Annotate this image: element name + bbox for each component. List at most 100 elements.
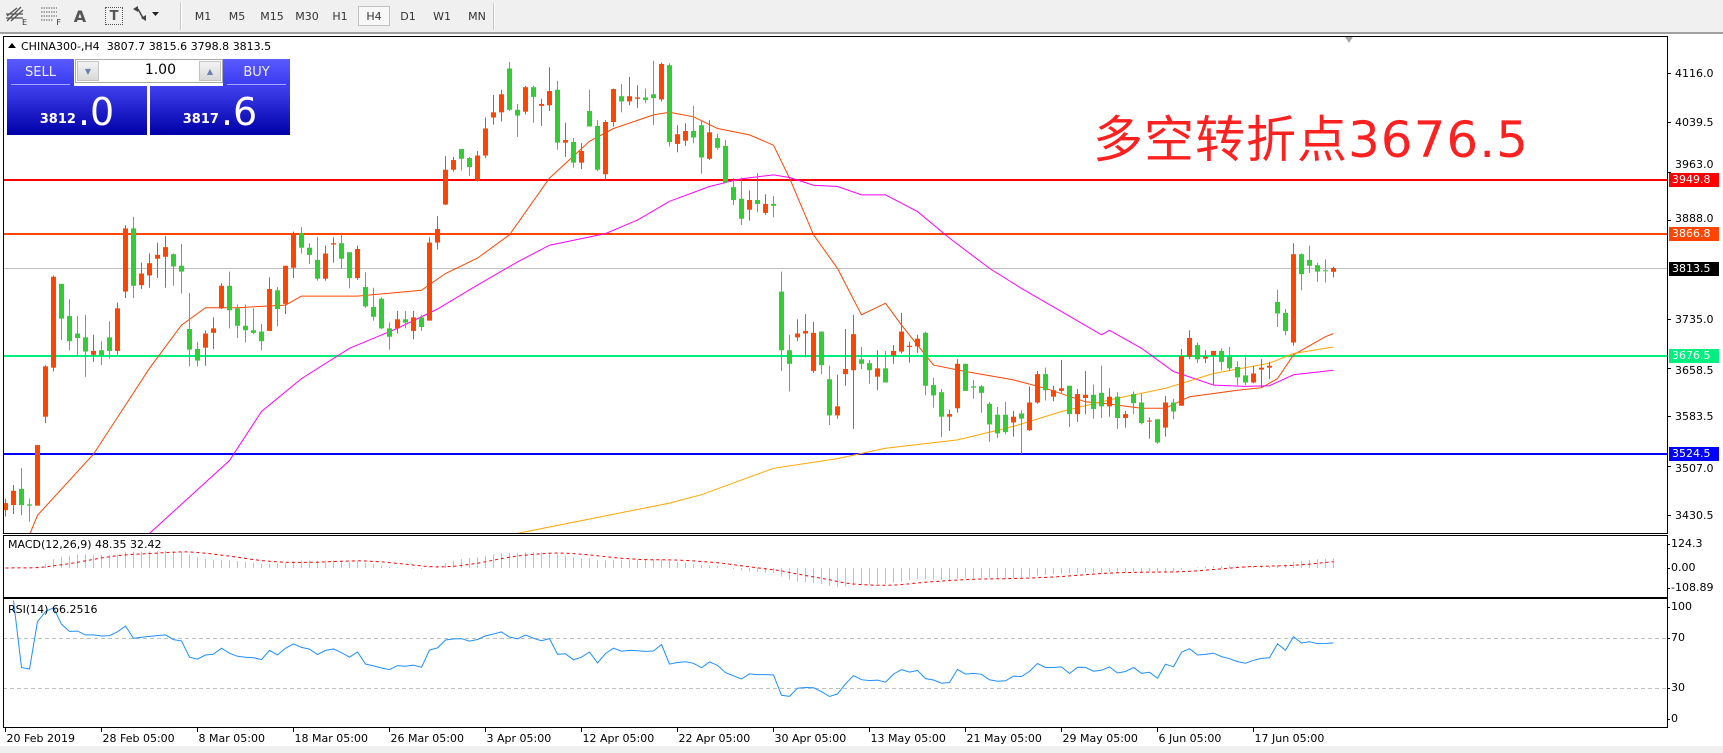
candle-body bbox=[1259, 367, 1264, 370]
macd-label: MACD(12,26,9) 48.35 32.42 bbox=[8, 538, 162, 551]
candle-body bbox=[619, 96, 624, 102]
candle bbox=[475, 151, 480, 182]
low-value: 3798.8 bbox=[190, 40, 230, 53]
candle-body bbox=[171, 254, 176, 267]
candle-body bbox=[11, 490, 16, 506]
candle-body bbox=[131, 228, 136, 286]
candle-body bbox=[387, 328, 392, 337]
candle bbox=[131, 216, 136, 299]
timeframe-mn[interactable]: MN bbox=[468, 9, 486, 23]
candle bbox=[59, 283, 64, 340]
candle-body bbox=[1027, 402, 1032, 431]
candle-body bbox=[523, 87, 528, 112]
candle-body bbox=[939, 392, 944, 417]
candle bbox=[1299, 253, 1304, 291]
candle bbox=[283, 265, 288, 315]
candle bbox=[715, 133, 720, 150]
candle bbox=[75, 316, 80, 357]
candle bbox=[683, 123, 688, 146]
candle-body bbox=[275, 290, 280, 309]
macd-title: MACD(12,26,9) bbox=[8, 538, 92, 551]
candle-body bbox=[947, 414, 952, 417]
candle-body bbox=[75, 333, 80, 339]
timeframe-h1[interactable]: H1 bbox=[332, 9, 348, 23]
candle-body bbox=[259, 331, 264, 342]
candle bbox=[571, 138, 576, 168]
candle-body bbox=[299, 232, 304, 248]
candle-body bbox=[915, 338, 920, 347]
candle-body bbox=[1123, 414, 1128, 418]
chart-shift-marker[interactable] bbox=[1345, 37, 1353, 43]
lot-increase-button[interactable]: ▲ bbox=[199, 61, 221, 81]
sell-button[interactable]: SELL bbox=[7, 59, 74, 86]
candle-body bbox=[91, 350, 96, 355]
candle bbox=[275, 287, 280, 327]
fibonacci-fan-tool[interactable]: F bbox=[36, 4, 62, 28]
candle-body bbox=[355, 249, 360, 279]
candle-body bbox=[1275, 301, 1280, 314]
price-axis-label: 3888.0 bbox=[1675, 212, 1714, 225]
candle-body bbox=[35, 445, 40, 506]
rsi-axis-label: 100 bbox=[1671, 600, 1692, 613]
lot-size-field[interactable]: ▼ 1.00 ▲ bbox=[75, 59, 223, 83]
collapse-triangle-icon[interactable] bbox=[8, 43, 16, 48]
lot-decrease-button[interactable]: ▼ bbox=[77, 61, 99, 81]
candle-body bbox=[1163, 402, 1168, 428]
candle-body bbox=[531, 87, 536, 97]
candle-body bbox=[571, 141, 576, 163]
candle bbox=[763, 194, 768, 215]
candle bbox=[211, 317, 216, 349]
macd-plot bbox=[5, 550, 1334, 588]
candle bbox=[1267, 361, 1272, 380]
candle-body bbox=[403, 319, 408, 323]
candle bbox=[331, 237, 336, 263]
timeframe-d1[interactable]: D1 bbox=[400, 9, 416, 23]
turning-point-annotation: 多空转折点3676.5 bbox=[1093, 111, 1529, 169]
candle-body bbox=[19, 488, 24, 506]
candle bbox=[187, 292, 192, 367]
candle-body bbox=[187, 328, 192, 350]
text-label-tool[interactable]: T bbox=[101, 4, 127, 28]
candle bbox=[979, 385, 984, 413]
candle bbox=[163, 236, 168, 288]
buy-price-box[interactable]: 3817.6 bbox=[150, 86, 290, 135]
candle bbox=[1115, 392, 1120, 429]
candle bbox=[91, 334, 96, 362]
candle-body bbox=[995, 414, 1000, 434]
timeframe-m15[interactable]: M15 bbox=[260, 9, 284, 23]
sell-price-box[interactable]: 3812.0 bbox=[7, 86, 147, 135]
fibonacci-expansion-tool[interactable]: E bbox=[2, 4, 28, 28]
moving-average-line bbox=[29, 111, 1334, 533]
candle-body bbox=[1195, 345, 1200, 360]
timeframe-h4[interactable]: H4 bbox=[358, 6, 390, 26]
timeframe-m30[interactable]: M30 bbox=[295, 9, 319, 23]
candle bbox=[83, 314, 88, 377]
time-axis-label: 22 Apr 05:00 bbox=[678, 732, 751, 745]
text-tool[interactable]: A bbox=[67, 4, 93, 28]
candle bbox=[203, 330, 208, 366]
candle-body bbox=[907, 345, 912, 348]
candle bbox=[1227, 347, 1232, 371]
candle bbox=[675, 125, 680, 153]
candle-body bbox=[579, 151, 584, 163]
tool-sub-label: E bbox=[21, 18, 27, 27]
candle bbox=[507, 62, 512, 112]
candle-body bbox=[795, 333, 800, 338]
candle-body bbox=[763, 203, 768, 213]
candle bbox=[515, 103, 520, 137]
candle bbox=[1091, 384, 1096, 419]
candle bbox=[1251, 365, 1256, 384]
candle-body bbox=[1307, 259, 1312, 266]
arrows-tool[interactable] bbox=[130, 4, 162, 28]
buy-button[interactable]: BUY bbox=[223, 59, 290, 86]
candle-body bbox=[195, 348, 200, 361]
candle bbox=[755, 172, 760, 213]
lot-size-value[interactable]: 1.00 bbox=[144, 62, 176, 78]
candle bbox=[595, 120, 600, 172]
timeframe-m5[interactable]: M5 bbox=[228, 9, 246, 23]
timeframe-w1[interactable]: W1 bbox=[433, 9, 451, 23]
candle-body bbox=[323, 253, 328, 279]
timeframe-m1[interactable]: M1 bbox=[194, 9, 212, 23]
candle-body bbox=[851, 334, 856, 371]
